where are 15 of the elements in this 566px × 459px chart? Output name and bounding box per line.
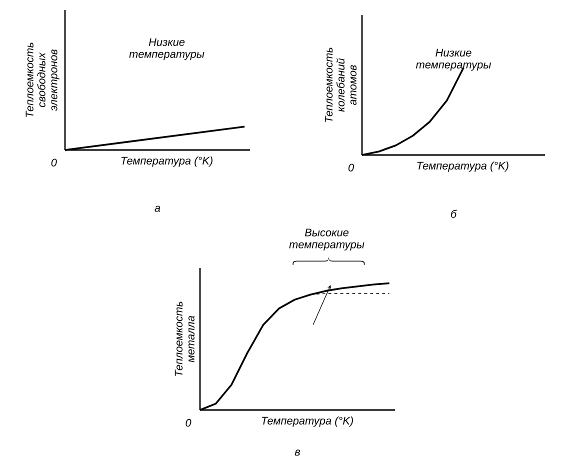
text: б xyxy=(450,210,457,218)
text: а xyxy=(154,206,160,212)
text: 0 xyxy=(186,418,192,427)
y-axis-title: Теплоемкость металла xyxy=(174,302,194,376)
text: в xyxy=(294,450,300,456)
annotation: Низкие температуры xyxy=(416,48,491,71)
x-axis-title: Температура (°K) xyxy=(121,156,212,167)
text: 0 xyxy=(51,158,57,167)
x-axis-title: Температура (°K) xyxy=(262,416,353,427)
text: 0 xyxy=(348,164,354,172)
y-axis-title: Теплоемкость свободных электронов xyxy=(26,42,60,117)
y-axis-title: Теплоемкость колебаний атомов xyxy=(324,48,356,122)
x-axis-title: Температура (°K) xyxy=(417,162,508,172)
text: Низкие температуры xyxy=(129,38,204,60)
text: Высокие температуры xyxy=(289,228,364,251)
